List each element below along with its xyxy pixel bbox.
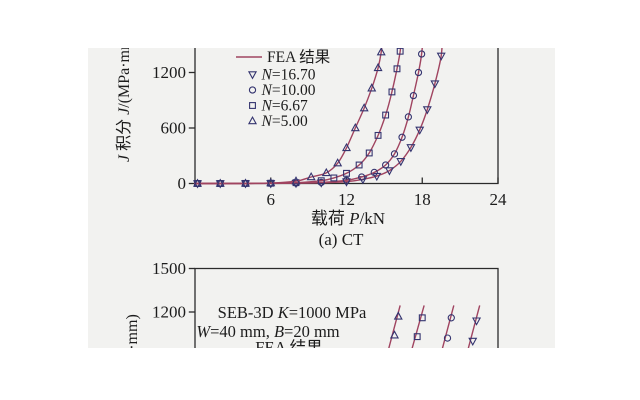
square-marker [343, 169, 350, 177]
triangle-up-marker [373, 62, 383, 72]
triangle-down-marker [415, 126, 425, 135]
circle-marker [409, 91, 418, 100]
square-marker [382, 111, 390, 119]
y-tick-label: 1200 [152, 303, 186, 322]
top-y-axis-title: J 积分 J/(MPa·mm) [115, 32, 133, 162]
circle-marker [357, 173, 366, 181]
ct-chart-generated: 6 12 18 24 0 600 1200 FEA 结果N=16.70N=10.00N=6.6… [152, 48, 508, 209]
top-chart-legend: FEA 结果N=16.70N=10.00N=6.67N=5.00 [236, 48, 330, 130]
circle-marker [417, 50, 426, 58]
square-marker [355, 161, 363, 169]
circle-marker [248, 86, 257, 94]
square-marker [330, 174, 338, 182]
circle-marker [404, 113, 413, 121]
triangle-down-marker [472, 317, 482, 326]
circle-marker [398, 133, 406, 141]
triangle-up-marker [376, 48, 386, 56]
triangle-up-marker [215, 178, 225, 187]
triangle-up-marker [291, 176, 301, 185]
figure-panel-background [88, 48, 555, 348]
triangle-down-marker [384, 167, 394, 176]
fea-curve-N=6.67 [411, 305, 425, 348]
triangle-down-marker [436, 52, 446, 61]
circle-marker [414, 68, 423, 77]
x-tick-label: 6 [267, 190, 276, 209]
square-marker [413, 333, 421, 341]
y-tick-label: 1500 [152, 259, 186, 278]
legend-item-label: N=5.00 [261, 113, 308, 130]
triangle-down-marker [396, 158, 406, 167]
triangle-down-marker [406, 144, 416, 153]
annotation-specimen-dims: W=40 mm, B=20 mm [196, 322, 339, 341]
square-marker [365, 149, 373, 157]
triangle-up-marker [350, 122, 360, 132]
triangle-down-marker [430, 80, 440, 89]
circle-marker [381, 161, 390, 169]
circle-marker [390, 150, 399, 158]
square-marker [317, 177, 325, 185]
triangle-up-marker [306, 171, 316, 181]
triangle-up-marker [341, 142, 352, 152]
x-tick-label: 12 [338, 190, 355, 209]
square-marker [393, 65, 401, 73]
circle-marker [447, 314, 455, 322]
fea-curve-N=5.00 [194, 48, 383, 185]
circle-marker [342, 176, 351, 184]
circle-marker [370, 168, 378, 177]
annotation-fea-label: FEA 结果 [255, 338, 322, 357]
square-marker [249, 102, 256, 109]
triangle-up-marker [192, 178, 203, 187]
triangle-up-marker [367, 83, 377, 92]
fea-curve-N=10.00 [441, 305, 455, 348]
y-tick-label: 0 [178, 174, 187, 193]
legend-item-label: N=6.67 [261, 98, 308, 115]
square-marker [374, 131, 382, 139]
legend-line-label: FEA 结果 [267, 48, 330, 66]
annotation-specimen-params: SEB-3D K=1000 MPa [218, 303, 367, 322]
triangle-up-marker [333, 158, 343, 167]
top-x-axis-title: 载荷 P/kN [311, 209, 385, 228]
triangle-up-marker [389, 330, 400, 339]
x-tick-label: 24 [490, 190, 508, 209]
bottom-chart-axes [194, 267, 499, 348]
triangle-up-marker [393, 311, 403, 320]
legend-item-label: N=16.70 [261, 67, 316, 84]
square-marker [418, 314, 426, 322]
triangle-up-marker [266, 177, 276, 187]
triangle-up-marker [359, 103, 369, 112]
legend-item-label: N=10.00 [261, 82, 316, 99]
triangle-down-marker [247, 71, 258, 80]
triangle-down-marker [468, 337, 478, 347]
triangle-up-marker [240, 178, 251, 187]
square-marker [388, 88, 396, 96]
x-tick-label: 18 [414, 190, 431, 209]
subfigure-caption: (a) CT [319, 230, 364, 249]
triangle-up-marker [247, 115, 258, 125]
triangle-down-marker [341, 178, 352, 187]
bottom-y-axis-title: J 积分 J/(MPa·mm) [123, 314, 141, 400]
y-tick-label: 1200 [152, 63, 186, 82]
triangle-up-marker [321, 167, 331, 177]
circle-marker [443, 334, 452, 342]
y-tick-label: 600 [161, 119, 187, 138]
square-marker [396, 48, 404, 55]
seb-chart-generated: 1200 1500 [152, 259, 499, 348]
triangle-down-marker [422, 106, 432, 115]
